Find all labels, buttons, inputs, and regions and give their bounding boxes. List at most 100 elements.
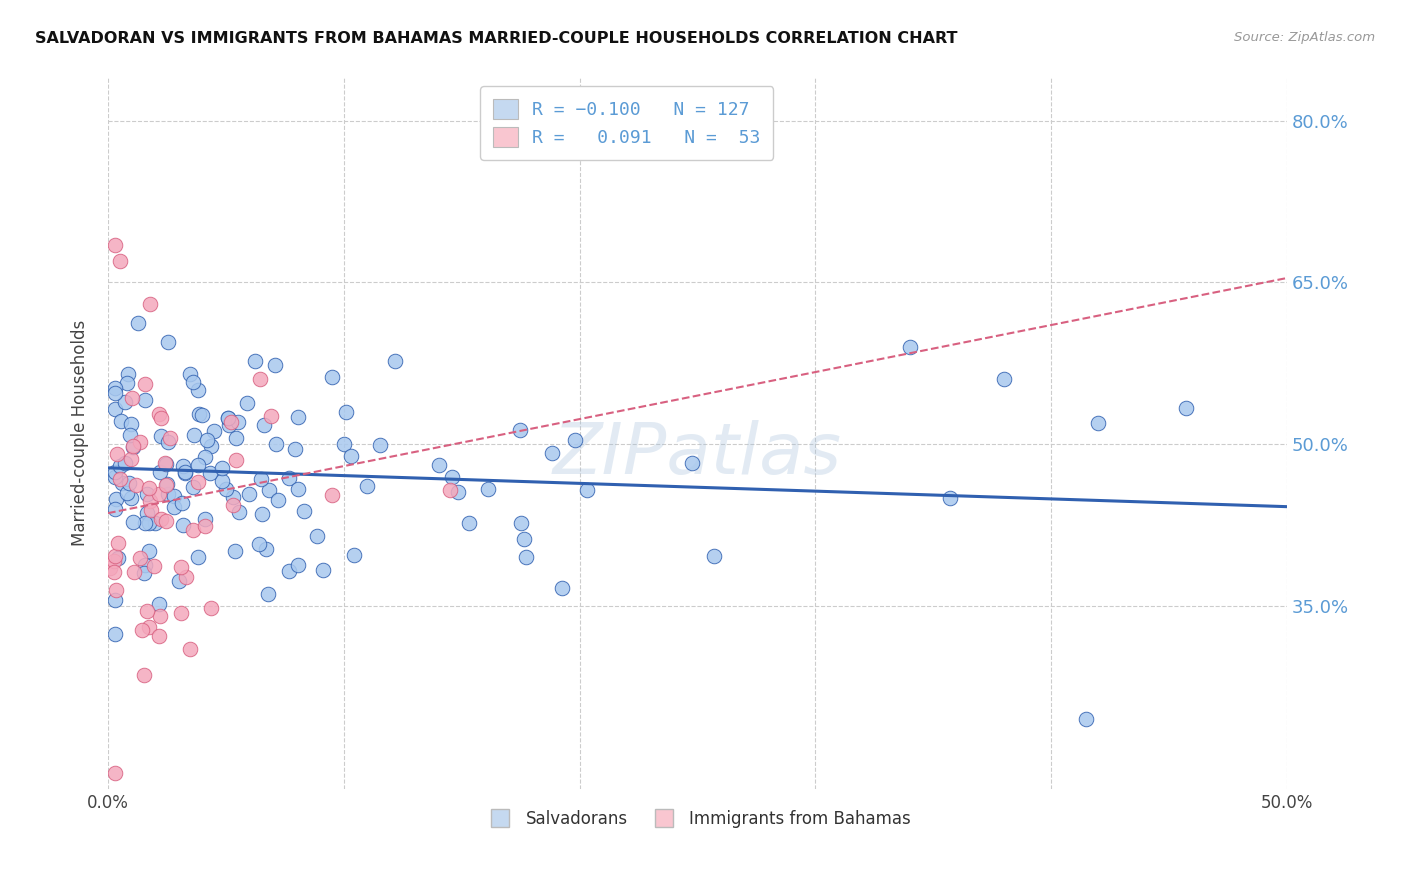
Point xyxy=(252,508,274,522)
Point xyxy=(145,516,167,530)
Point xyxy=(157,334,180,349)
Point xyxy=(172,518,194,533)
Point xyxy=(441,470,464,484)
Point xyxy=(287,409,309,424)
Point xyxy=(221,490,243,504)
Point xyxy=(224,544,246,558)
Text: Source: ZipAtlas.com: Source: ZipAtlas.com xyxy=(1234,31,1375,45)
Point xyxy=(305,529,328,543)
Point xyxy=(340,450,363,464)
Point xyxy=(120,452,142,467)
Point xyxy=(134,377,156,392)
Point xyxy=(458,516,481,530)
Point xyxy=(118,427,141,442)
Point xyxy=(115,376,138,390)
Point xyxy=(1076,712,1098,726)
Point xyxy=(104,381,127,395)
Point xyxy=(156,477,179,491)
Point xyxy=(993,372,1015,386)
Point xyxy=(287,482,309,496)
Point xyxy=(121,392,143,406)
Point xyxy=(155,478,177,492)
Point xyxy=(136,506,159,520)
Point xyxy=(509,516,531,530)
Point xyxy=(703,549,725,563)
Point xyxy=(170,559,193,574)
Point xyxy=(173,466,195,480)
Point xyxy=(156,487,179,501)
Point xyxy=(155,456,177,470)
Point xyxy=(292,504,315,518)
Point xyxy=(277,471,299,485)
Point xyxy=(148,407,170,421)
Point xyxy=(121,439,143,453)
Point xyxy=(195,433,218,447)
Point xyxy=(118,475,141,490)
Point xyxy=(176,569,198,583)
Point xyxy=(103,554,125,568)
Point xyxy=(1087,416,1109,430)
Point xyxy=(174,466,197,480)
Point xyxy=(104,766,127,780)
Point xyxy=(267,493,290,508)
Point xyxy=(138,481,160,495)
Point xyxy=(159,431,181,445)
Point xyxy=(115,486,138,500)
Point xyxy=(575,483,598,497)
Point xyxy=(194,519,217,533)
Point xyxy=(243,354,266,368)
Point xyxy=(139,297,162,311)
Point xyxy=(551,581,574,595)
Point xyxy=(108,253,131,268)
Point xyxy=(121,515,143,529)
Point xyxy=(228,415,250,429)
Point xyxy=(236,396,259,410)
Point xyxy=(150,429,173,443)
Point xyxy=(681,456,703,470)
Point xyxy=(134,668,156,682)
Point xyxy=(509,423,531,437)
Point xyxy=(148,487,170,501)
Point xyxy=(135,487,157,501)
Point xyxy=(122,440,145,454)
Point xyxy=(257,587,280,601)
Point xyxy=(264,358,287,372)
Point xyxy=(138,543,160,558)
Point xyxy=(163,500,186,514)
Point xyxy=(149,512,172,526)
Point xyxy=(321,488,343,502)
Point xyxy=(477,483,499,497)
Point xyxy=(156,434,179,449)
Point xyxy=(287,558,309,572)
Point xyxy=(134,516,156,530)
Point xyxy=(225,432,247,446)
Point xyxy=(218,417,240,432)
Point xyxy=(129,434,152,449)
Point xyxy=(333,437,356,451)
Text: ZIPatlas: ZIPatlas xyxy=(553,420,842,489)
Point xyxy=(132,566,155,581)
Point xyxy=(188,407,211,421)
Point xyxy=(187,475,209,489)
Point xyxy=(221,498,243,512)
Point xyxy=(266,437,288,451)
Point xyxy=(335,405,357,419)
Point xyxy=(284,442,307,456)
Point xyxy=(148,597,170,611)
Point xyxy=(104,466,127,480)
Point xyxy=(194,511,217,525)
Point xyxy=(187,458,209,472)
Point xyxy=(356,479,378,493)
Point xyxy=(107,536,129,550)
Point xyxy=(149,466,172,480)
Point xyxy=(125,478,148,492)
Point xyxy=(143,559,166,574)
Point xyxy=(249,472,271,486)
Point xyxy=(439,483,461,498)
Point xyxy=(513,532,536,546)
Point xyxy=(127,316,149,330)
Point xyxy=(163,489,186,503)
Point xyxy=(104,502,127,516)
Point xyxy=(211,461,233,475)
Point xyxy=(311,563,333,577)
